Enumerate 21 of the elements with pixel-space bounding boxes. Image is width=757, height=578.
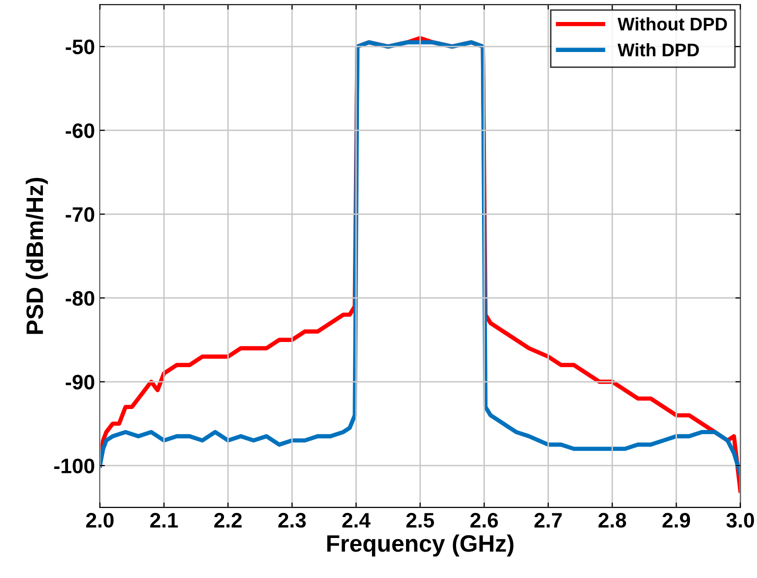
x-tick-label: 2.1 <box>150 512 178 528</box>
x-tick-label: 2.5 <box>406 512 434 528</box>
legend-label: With DPD <box>618 43 699 56</box>
y-tick-label: -60 <box>66 123 94 138</box>
y-axis-title: PSD (dBm/Hz) <box>26 178 48 334</box>
legend-label: Without DPD <box>618 17 727 31</box>
x-tick-label: 2.6 <box>470 512 498 528</box>
y-tick-label: -90 <box>66 374 94 390</box>
x-tick-label: 2.4 <box>342 512 370 528</box>
x-tick-label: 2.0 <box>86 512 114 528</box>
y-tick-label: -70 <box>66 207 94 222</box>
x-tick-label: 3.0 <box>726 512 754 528</box>
y-tick-label: -100 <box>54 458 94 474</box>
y-tick-label: -50 <box>66 40 94 54</box>
y-tick-label: -80 <box>66 290 94 306</box>
x-tick-label: 2.3 <box>278 512 306 528</box>
x-tick-label: 2.7 <box>534 512 562 528</box>
x-tick-label: 2.2 <box>214 512 242 528</box>
x-tick-label: 2.9 <box>662 512 690 528</box>
x-axis-title: Frequency (GHz) <box>327 534 514 557</box>
x-tick-label: 2.8 <box>598 512 626 528</box>
